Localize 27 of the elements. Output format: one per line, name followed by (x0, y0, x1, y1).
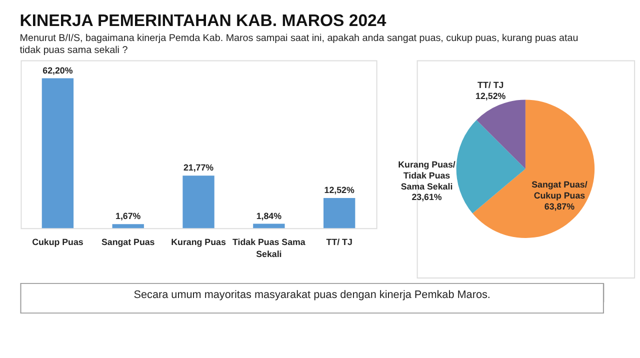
pie-slice (476, 100, 526, 169)
data-label: 21,77% (183, 162, 214, 173)
bar (323, 198, 356, 228)
data-label: 1,67% (116, 211, 141, 222)
x-tick-label: Tidak Puas Sama Sekali (232, 236, 306, 259)
pie-slice (456, 120, 526, 214)
data-label: 1,84% (256, 210, 282, 221)
data-label: 23,61% (412, 192, 442, 202)
data-label: 12,52% (476, 90, 506, 101)
chart-subtitle: Menurut B/I/S, bagaimana kinerja Pemda Kab. Maros sampai saat ini, apakah anda sangat puas, cukup puas, kurang puas atau tidak puas sama sekali ? (20, 32, 578, 56)
bar (112, 224, 144, 228)
x-tick-label: Kurang Puas (171, 236, 226, 247)
slice-label: TT/ TJ (478, 80, 504, 90)
data-label: 63,87% (544, 201, 575, 212)
slice-label: Sangat Puas/ Cukup Puas (532, 180, 588, 201)
pie-slice (472, 100, 595, 238)
slice-label: Kurang Puas/ Tidak Puas Sama Sekali (398, 160, 456, 192)
x-tick-label: Cukup Puas (32, 236, 84, 247)
text: Secara umum mayoritas masyarakat puas dengan kinerja Pemkab Maros. (134, 289, 490, 302)
chart-title: KINERJA PEMERINTAHAN KAB. MAROS 2024 (20, 11, 387, 30)
x-tick-label: TT/ TJ (326, 236, 352, 247)
bar (253, 224, 285, 228)
data-label: 62,20% (42, 65, 73, 76)
data-label: 12,52% (324, 185, 354, 196)
bar (182, 176, 214, 228)
bar (42, 78, 74, 228)
x-tick-label: Sangat Puas (101, 236, 155, 247)
